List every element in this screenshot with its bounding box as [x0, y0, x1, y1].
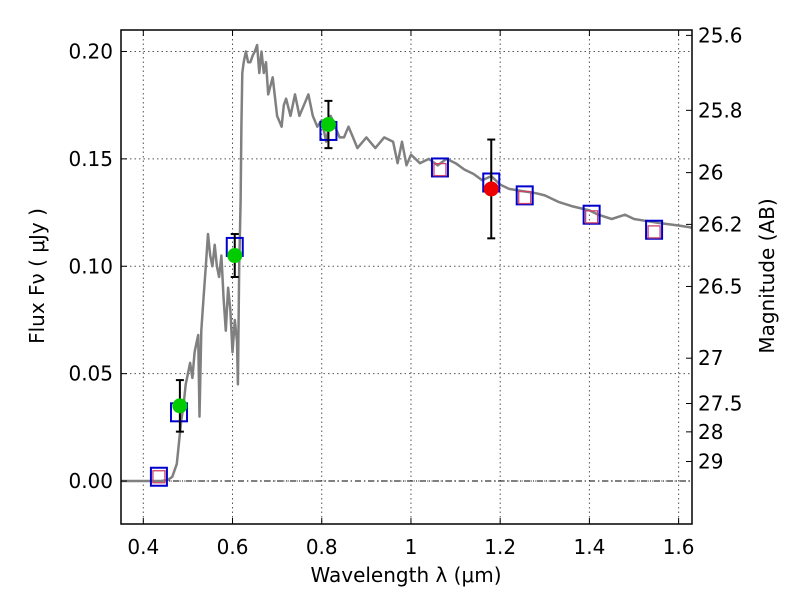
magnitude-tick-label: 27.5 — [698, 392, 743, 416]
observed-flux-point — [172, 398, 188, 414]
y-tick-label: 0.15 — [68, 147, 113, 171]
predicted-photometry-square — [152, 470, 166, 484]
y-tick-label: 0.10 — [68, 254, 113, 278]
observed-flux-point — [483, 181, 499, 197]
magnitude-tick-label: 26.2 — [698, 212, 743, 236]
x-tick-label: 1.6 — [663, 535, 695, 559]
predicted-photometry-square — [433, 162, 447, 177]
magnitude-tick-label: 26.5 — [698, 274, 743, 298]
marks-layer — [149, 99, 664, 487]
x-tick-label: 1.2 — [484, 535, 516, 559]
x-tick-label: 0.6 — [217, 535, 249, 559]
predicted-photometry-square — [647, 225, 661, 239]
x-tick-label: 1 — [405, 535, 418, 559]
observed-flux-point — [320, 117, 336, 133]
x-tick-label: 1.4 — [573, 535, 605, 559]
x-axis-label: Wavelength λ (μm) — [310, 563, 501, 587]
model-photometry-square — [430, 157, 449, 178]
x-tick-label: 0.8 — [306, 535, 338, 559]
magnitude-tick-label: 29 — [698, 449, 723, 473]
magnitude-tick-label: 28 — [698, 420, 723, 444]
model-photometry-square — [582, 204, 601, 225]
model-photometry-square — [515, 185, 534, 206]
x-tick-label: 0.4 — [127, 535, 159, 559]
y-tick-label: 0.00 — [68, 469, 113, 493]
predicted-photometry-square — [518, 190, 532, 205]
y-tick-label: 0.05 — [68, 362, 113, 386]
predicted-photometry-square — [584, 210, 599, 224]
y-tick-label: 0.20 — [68, 39, 113, 63]
magnitude-tick-label: 27 — [698, 346, 723, 370]
magnitude-tick-label: 25.6 — [698, 23, 743, 47]
model-photometry-square — [149, 466, 168, 487]
magnitude-tick-label: 26 — [698, 161, 723, 185]
right-axis-label: Magnitude (AB) — [755, 198, 779, 353]
magnitude-tick-label: 25.8 — [698, 98, 743, 122]
model-photometry-square — [645, 219, 664, 240]
y-axis-label: Flux Fν ( μJy ) — [25, 208, 49, 344]
ticks-layer: 0.4 0.6 0.8 1 1.2 1.4 1.6 0.00 0.05 0.10 0.15 0.20 2… — [68, 23, 742, 559]
observed-flux-point — [227, 248, 243, 264]
grid-layer — [121, 30, 692, 524]
sed-model-line — [121, 43, 693, 483]
plot-frame — [120, 29, 693, 525]
